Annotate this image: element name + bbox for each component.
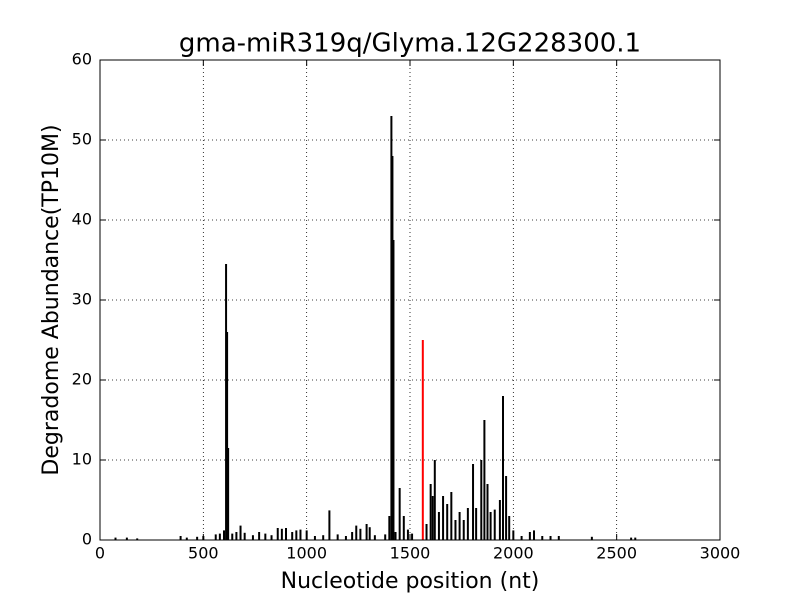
y-tick-label: 50 [72,130,92,149]
y-tick-label: 30 [72,290,92,309]
x-tick-label: 2500 [596,544,637,563]
x-tick-label: 3000 [700,544,741,563]
plot-frame [99,59,721,541]
x-tick-label: 2000 [493,544,534,563]
y-axis-label: Degradome Abundance(TP10M) [39,124,64,475]
y-tick-label: 10 [72,450,92,469]
y-tick-label: 60 [72,50,92,69]
x-tick-label: 1000 [286,544,327,563]
x-tick-label: 500 [188,544,219,563]
x-tick-label: 1500 [390,544,431,563]
y-tick-label: 40 [72,210,92,229]
x-tick-label: 0 [95,544,105,563]
chart-title: gma-miR319q/Glyma.12G228300.1 [179,29,641,59]
y-tick-label: 20 [72,370,92,389]
x-axis-label: Nucleotide position (nt) [281,569,540,594]
y-tick-label: 0 [82,530,92,549]
